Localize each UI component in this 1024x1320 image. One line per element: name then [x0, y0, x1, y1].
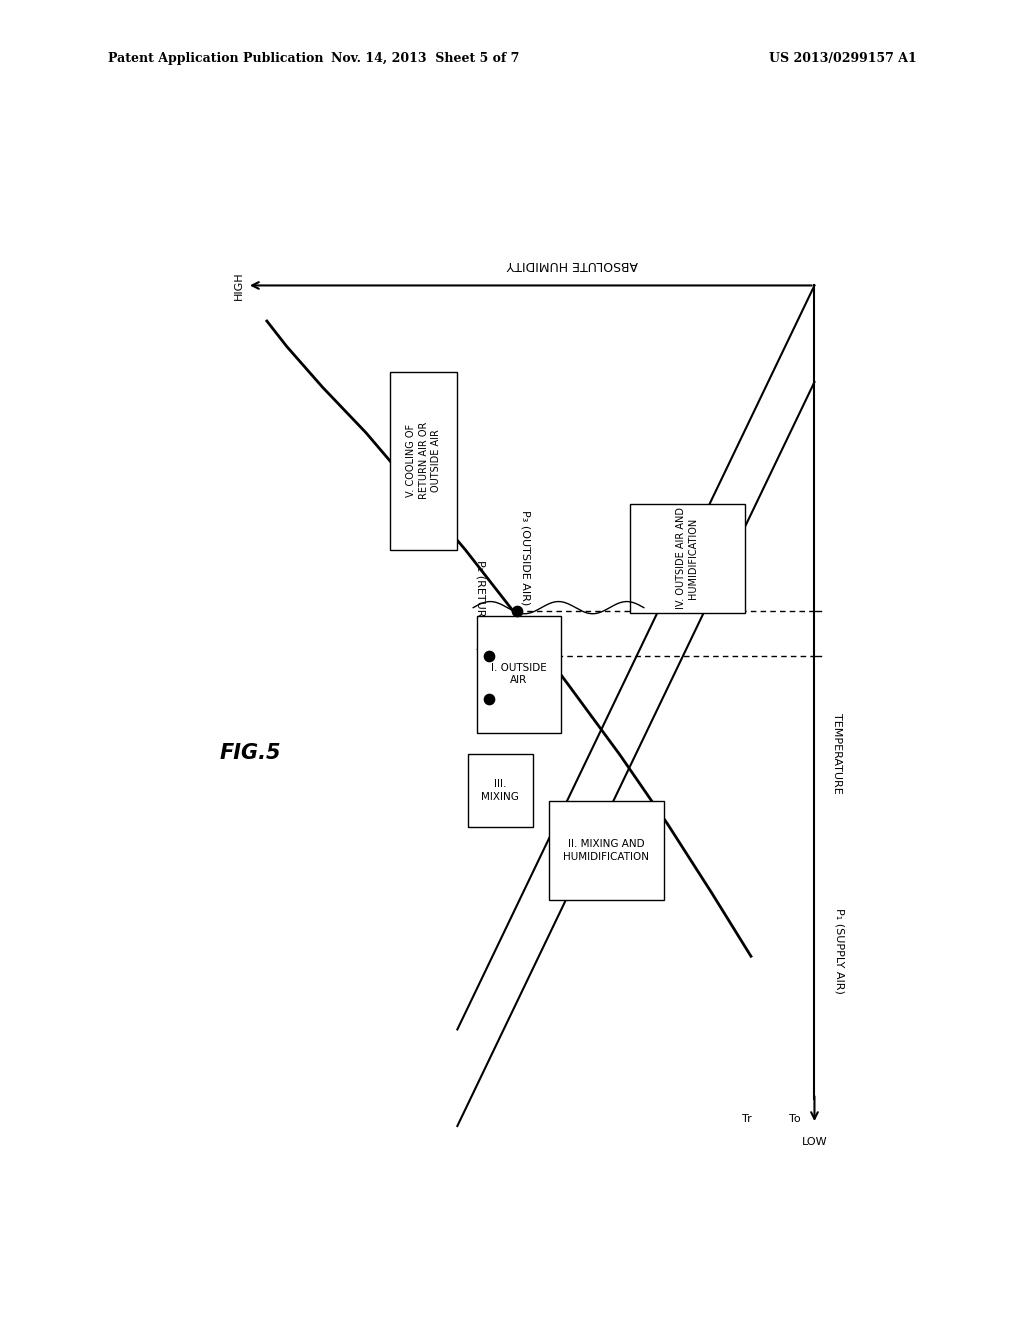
Text: Tr: Tr — [742, 1114, 752, 1123]
Text: HIGH: HIGH — [234, 271, 244, 300]
Text: II. MIXING AND
HUMIDIFICATION: II. MIXING AND HUMIDIFICATION — [563, 840, 649, 862]
Text: IV. OUTSIDE AIR AND
HUMIDIFICATION: IV. OUTSIDE AIR AND HUMIDIFICATION — [676, 507, 698, 610]
Text: Patent Application Publication: Patent Application Publication — [108, 51, 323, 65]
Point — [481, 689, 498, 710]
Text: P₃ (OUTSIDE AIR): P₃ (OUTSIDE AIR) — [521, 511, 530, 606]
Bar — [390, 372, 458, 549]
Point — [509, 601, 525, 622]
Text: FIG.5: FIG.5 — [219, 743, 281, 763]
Text: I. OUTSIDE
AIR: I. OUTSIDE AIR — [490, 663, 547, 685]
Bar — [477, 615, 560, 733]
Point — [481, 645, 498, 667]
Text: III.
MIXING: III. MIXING — [481, 779, 519, 801]
Text: Nov. 14, 2013  Sheet 5 of 7: Nov. 14, 2013 Sheet 5 of 7 — [331, 51, 519, 65]
Text: P₂ (RETURN AIR): P₂ (RETURN AIR) — [475, 560, 485, 651]
Text: ABSOLUTE HUMIDITY: ABSOLUTE HUMIDITY — [507, 259, 638, 271]
Text: TEMPERATURE: TEMPERATURE — [831, 713, 842, 793]
Text: P₁ (SUPPLY AIR): P₁ (SUPPLY AIR) — [835, 908, 845, 994]
Bar — [549, 801, 664, 900]
Text: LOW: LOW — [802, 1138, 827, 1147]
Text: US 2013/0299157 A1: US 2013/0299157 A1 — [769, 51, 916, 65]
Text: To: To — [788, 1114, 801, 1123]
Bar — [468, 754, 532, 828]
Text: V. COOLING OF
RETURN AIR OR
OUTSIDE AIR: V. COOLING OF RETURN AIR OR OUTSIDE AIR — [407, 422, 441, 499]
Bar — [630, 504, 744, 612]
